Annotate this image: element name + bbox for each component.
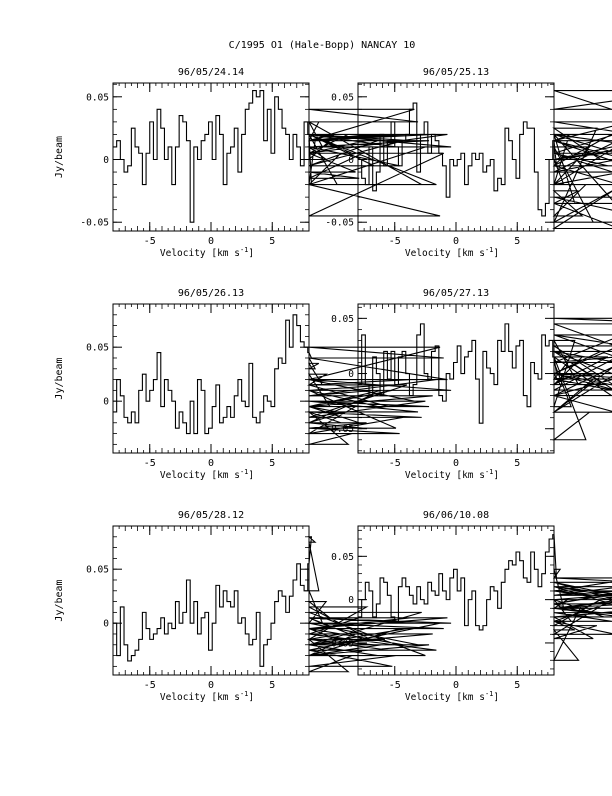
x-tick-label: -5 bbox=[144, 458, 156, 469]
panel-title: 96/05/26.13 bbox=[178, 288, 244, 299]
x-axis-label-main: Velocity [km s bbox=[405, 248, 485, 259]
y-tick-label: -0.05 bbox=[325, 218, 354, 229]
x-axis-label-main: Velocity [km s bbox=[160, 248, 240, 259]
y-tick-label: 0.05 bbox=[331, 314, 354, 325]
x-axis-label-sup: -1 bbox=[485, 690, 493, 698]
y-tick-label: 0 bbox=[103, 397, 109, 408]
x-tick-label: 0 bbox=[208, 236, 214, 247]
x-axis-label: Velocity [km s-1] bbox=[160, 468, 254, 481]
y-tick-label: 0.05 bbox=[331, 92, 354, 103]
x-tick-label: 5 bbox=[269, 236, 275, 247]
y-tick-label: 0 bbox=[103, 155, 109, 166]
y-tick-label: -0.05 bbox=[325, 638, 354, 649]
x-axis-label: Velocity [km s-1] bbox=[405, 246, 499, 259]
y-tick-label: -0.05 bbox=[325, 424, 354, 435]
x-axis-label: Velocity [km s-1] bbox=[405, 468, 499, 481]
plot-frame bbox=[357, 525, 555, 676]
y-tick-label: 0.05 bbox=[86, 565, 109, 576]
y-tick-label: 0.05 bbox=[86, 92, 109, 103]
x-tick-label: -5 bbox=[144, 680, 156, 691]
panel-title: 96/05/24.14 bbox=[178, 67, 244, 78]
x-axis-label-main: Velocity [km s bbox=[160, 470, 240, 481]
x-axis-label-end: ] bbox=[248, 248, 254, 259]
spectrum-line bbox=[113, 89, 452, 223]
y-tick-label: 0 bbox=[348, 595, 354, 606]
x-axis-label-end: ] bbox=[493, 692, 499, 703]
x-tick-label: 0 bbox=[453, 680, 459, 691]
x-tick-label: 5 bbox=[269, 680, 275, 691]
x-axis-label-main: Velocity [km s bbox=[405, 470, 485, 481]
x-tick-label: -5 bbox=[389, 236, 401, 247]
x-axis-label-end: ] bbox=[493, 248, 499, 259]
plot-frame bbox=[112, 525, 310, 676]
y-tick-label: 0.05 bbox=[331, 552, 354, 563]
spectrum-panel-3: 96/05/26.13 -5 0 5 0 0.05 Velocity [km s-1] Jy/… bbox=[54, 288, 452, 481]
x-axis-label: Velocity [km s-1] bbox=[160, 246, 254, 259]
y-tick-label: -0.05 bbox=[80, 218, 109, 229]
x-axis-label-end: ] bbox=[248, 470, 254, 481]
spectrum-panel-6: 96/06/10.08 -5 0 5 -0.05 0 0.05 Velocity [km s-… bbox=[325, 510, 612, 703]
x-tick-label: 5 bbox=[514, 680, 520, 691]
spectrum-panel-5: 96/05/28.12 -5 0 5 0 0.05 Velocity [km s-1] Jy/… bbox=[54, 510, 452, 703]
x-axis-label-sup: -1 bbox=[485, 246, 493, 254]
y-axis-label: Jy/beam bbox=[54, 136, 65, 178]
y-axis-label: Jy/beam bbox=[54, 357, 65, 399]
x-tick-label: -5 bbox=[389, 680, 401, 691]
x-axis-label-sup: -1 bbox=[240, 468, 248, 476]
x-tick-label: 0 bbox=[208, 680, 214, 691]
x-tick-label: -5 bbox=[389, 458, 401, 469]
panel-title: 96/05/27.13 bbox=[423, 288, 489, 299]
x-tick-label: 5 bbox=[514, 236, 520, 247]
y-tick-label: 0 bbox=[348, 155, 354, 166]
x-tick-label: 0 bbox=[453, 458, 459, 469]
x-axis-label-end: ] bbox=[493, 470, 499, 481]
y-tick-label: 0 bbox=[103, 619, 109, 630]
x-axis-label: Velocity [km s-1] bbox=[405, 690, 499, 703]
spectrum-line bbox=[358, 89, 612, 230]
spectrum-panel-4: 96/05/27.13 -5 0 5 -0.05 0 0.05 Velocity [km s-… bbox=[325, 288, 612, 481]
x-axis-label-sup: -1 bbox=[485, 468, 493, 476]
x-tick-label: 5 bbox=[514, 458, 520, 469]
panel-title: 96/06/10.08 bbox=[423, 510, 489, 521]
x-tick-label: 0 bbox=[208, 458, 214, 469]
x-axis-label-main: Velocity [km s bbox=[160, 692, 240, 703]
panel-title: 96/05/25.13 bbox=[423, 67, 489, 78]
spectrum-line bbox=[113, 536, 452, 673]
y-axis-label: Jy/beam bbox=[54, 579, 65, 621]
panel-title: 96/05/28.12 bbox=[178, 510, 244, 521]
figure-title: C/1995 O1 (Hale-Bopp) NANCAY 10 bbox=[229, 40, 416, 51]
spectrum-line bbox=[358, 317, 612, 441]
x-axis-label-main: Velocity [km s bbox=[405, 692, 485, 703]
spectrum-line bbox=[358, 534, 612, 661]
x-axis-label-sup: -1 bbox=[240, 246, 248, 254]
spectrum-line bbox=[113, 314, 452, 445]
x-tick-label: -5 bbox=[144, 236, 156, 247]
x-tick-label: 0 bbox=[453, 236, 459, 247]
spectrum-panel-2: 96/05/25.13 -5 0 5 -0.05 0 0.05 Velocity [km s-… bbox=[325, 67, 612, 259]
x-tick-label: 5 bbox=[269, 458, 275, 469]
y-tick-label: 0 bbox=[348, 369, 354, 380]
y-tick-label: 0.05 bbox=[86, 343, 109, 354]
x-axis-label: Velocity [km s-1] bbox=[160, 690, 254, 703]
x-axis-label-end: ] bbox=[248, 692, 254, 703]
x-axis-label-sup: -1 bbox=[240, 690, 248, 698]
